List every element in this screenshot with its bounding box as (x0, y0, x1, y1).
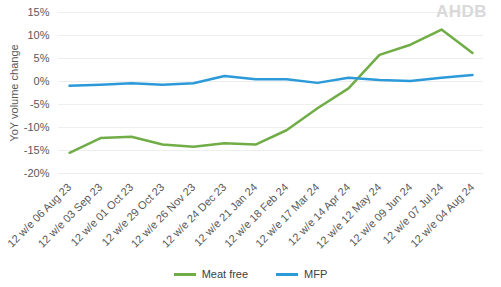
svg-text:12 w/e 29 Oct 23: 12 w/e 29 Oct 23 (99, 180, 167, 248)
svg-text:-10%: -10% (24, 121, 50, 133)
svg-text:-20%: -20% (24, 167, 50, 179)
svg-text:12 w/e 14 Apr 24: 12 w/e 14 Apr 24 (285, 180, 353, 248)
svg-text:YoY volume change: YoY volume change (8, 44, 20, 141)
svg-text:12 w/e 04 Aug 24: 12 w/e 04 Aug 24 (408, 181, 477, 250)
svg-text:12 w/e 17 Mar 24: 12 w/e 17 Mar 24 (252, 180, 322, 250)
svg-text:10%: 10% (27, 29, 49, 41)
svg-text:5%: 5% (34, 52, 50, 64)
svg-text:15%: 15% (27, 6, 49, 18)
svg-text:-5%: -5% (30, 98, 50, 110)
html-text:Meat free: Meat free (201, 268, 249, 280)
svg-text:12 w/e 12 May 24: 12 w/e 12 May 24 (313, 180, 384, 251)
svg-text:12 w/e 06 Aug 23: 12 w/e 06 Aug 23 (4, 180, 74, 250)
svg-text:-15%: -15% (24, 144, 50, 156)
svg-text:12 w/e 18 Feb 24: 12 w/e 18 Feb 24 (221, 180, 291, 250)
html-text:MFP: MFP (304, 268, 328, 280)
svg-text:0%: 0% (34, 75, 50, 87)
html-text:AHDB: AHDB (435, 2, 487, 21)
svg-text:12 w/e 21 Jan 24: 12 w/e 21 Jan 24 (191, 180, 260, 249)
svg-text:12 w/e 26 Nov 23: 12 w/e 26 Nov 23 (128, 180, 198, 250)
svg-text:12 w/e 09 Jun 24: 12 w/e 09 Jun 24 (346, 180, 415, 249)
svg-text:12 w/e 07 Jul 24: 12 w/e 07 Jul 24 (380, 180, 446, 246)
svg-text:12 w/e 01 Oct 23: 12 w/e 01 Oct 23 (68, 180, 136, 248)
svg-text:12 w/e 24 Dec 23: 12 w/e 24 Dec 23 (159, 180, 229, 250)
svg-text:12 w/e 03 Sep 23: 12 w/e 03 Sep 23 (35, 180, 105, 250)
